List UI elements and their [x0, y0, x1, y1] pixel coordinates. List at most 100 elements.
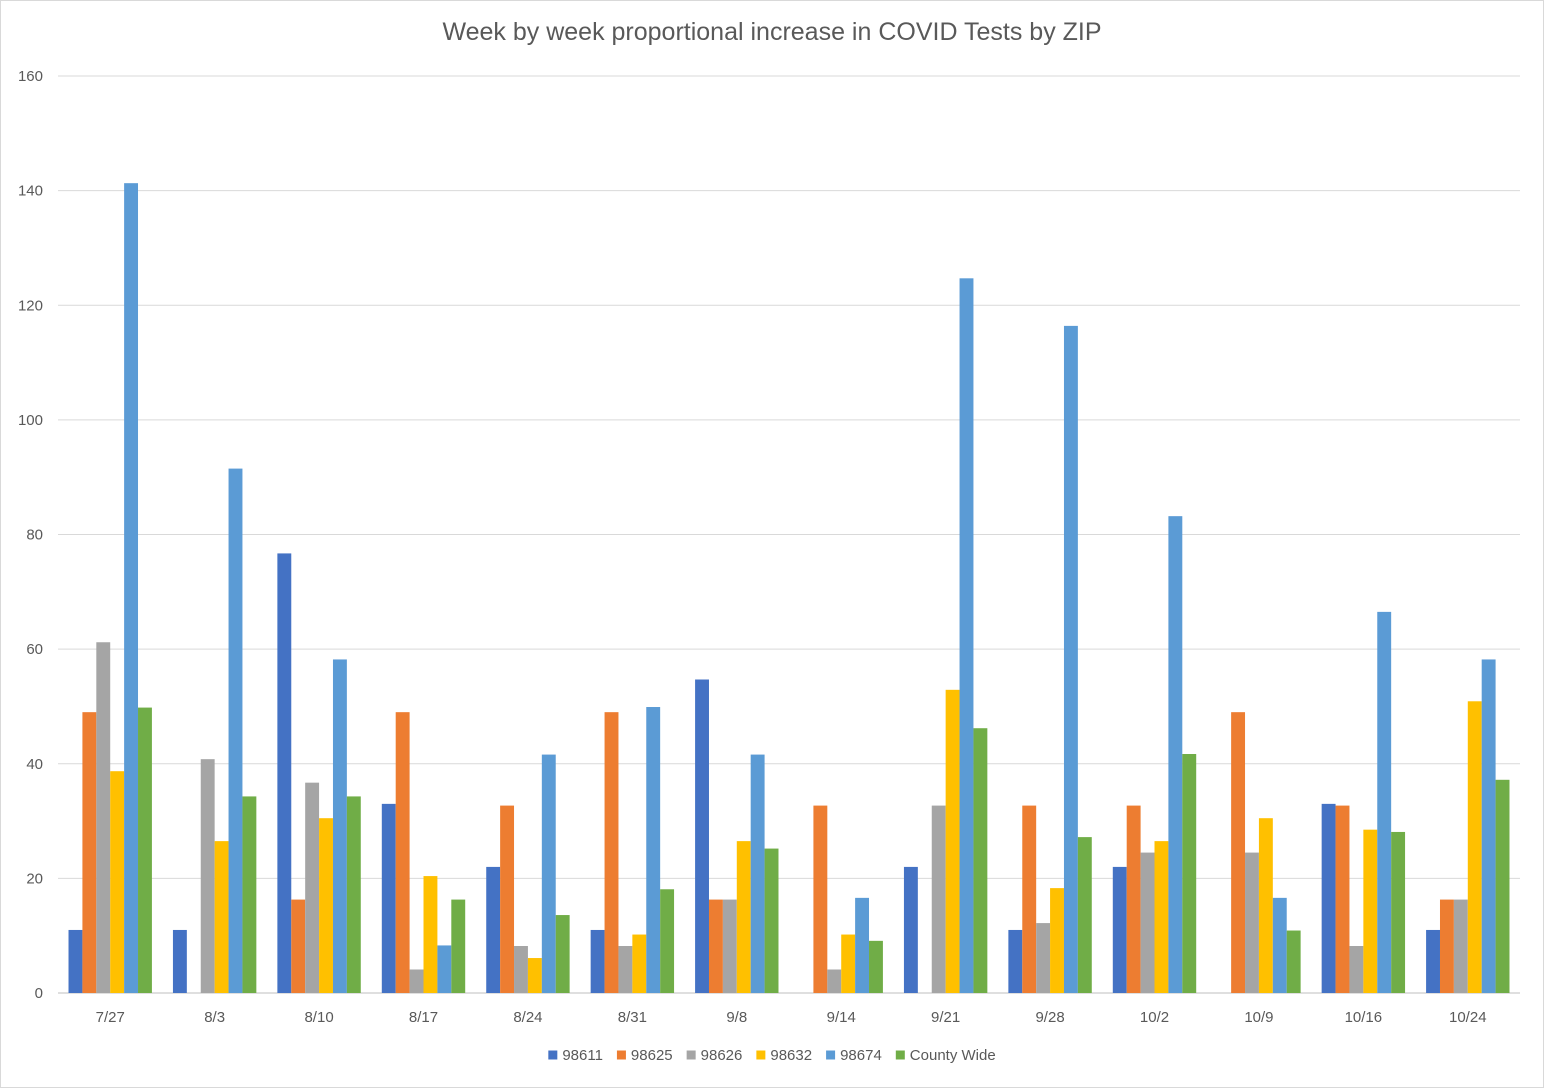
x-tick-label: 9/28 [1035, 1009, 1064, 1026]
bar-98625-9-14 [813, 805, 828, 993]
bar-98674-10-9 [1272, 897, 1287, 993]
bar-98632-7-27 [110, 771, 125, 993]
x-tick-label: 9/14 [827, 1009, 856, 1026]
bar-98625-10-24 [1439, 899, 1454, 993]
x-tick-label: 8/17 [409, 1009, 438, 1026]
x-tick-label: 8/24 [513, 1009, 542, 1026]
bar-98626-10-9 [1245, 852, 1259, 993]
bar-98674-9-14 [855, 897, 870, 993]
bar-98626-9-14 [827, 969, 842, 993]
bar-98674-9-8 [750, 754, 765, 993]
x-tick-label: 9/8 [726, 1009, 747, 1026]
bar-98625-9-28 [1022, 805, 1037, 993]
legend-swatch-98626 [686, 1050, 696, 1060]
bar-98674-8-17 [437, 945, 452, 993]
x-tick-label: 7/27 [96, 1009, 125, 1026]
bar-98632-9-14 [841, 934, 856, 993]
x-tick-label: 9/21 [931, 1009, 960, 1026]
bar-98632-8-10 [319, 818, 333, 993]
legend-label: 98674 [840, 1047, 882, 1064]
bar-98611-10-2 [1112, 866, 1127, 993]
x-tick-label: 10/24 [1449, 1009, 1487, 1026]
bar-98626-8-10 [305, 782, 320, 993]
bar-county-wide-8-31 [660, 889, 675, 993]
bar-county-wide-10-2 [1182, 754, 1197, 993]
bar-county-wide-9-21 [973, 728, 988, 993]
bar-98625-8-10 [291, 899, 306, 993]
bar-98611-8-17 [381, 803, 396, 993]
x-tick-label: 10/9 [1244, 1009, 1273, 1026]
bar-98632-10-16 [1363, 829, 1378, 993]
bar-98611-8-10 [277, 553, 292, 993]
bar-98625-10-16 [1335, 805, 1350, 993]
bar-98626-7-27 [96, 642, 111, 993]
y-tick-label: 0 [35, 985, 43, 1002]
bar-98626-10-2 [1140, 852, 1155, 993]
x-axis-tick-labels: 7/27 8/3 8/10 8/17 8/24 8/31 9/8 9/14 9/21 9/28 10… [96, 1009, 1487, 1026]
bar-county-wide-8-24 [555, 915, 570, 993]
bar-county-wide-7-27 [138, 707, 152, 993]
bar-county-wide-9-8 [764, 848, 779, 993]
bar-98632-8-24 [527, 958, 542, 993]
bar-98611-8-3 [172, 929, 187, 993]
y-tick-label: 80 [26, 527, 43, 544]
x-tick-label: 10/2 [1140, 1009, 1169, 1026]
bar-98674-8-3 [228, 468, 243, 993]
bar-county-wide-10-24 [1495, 779, 1510, 993]
bar-98674-9-21 [959, 278, 974, 993]
bar-98674-9-28 [1063, 325, 1078, 993]
bar-county-wide-10-16 [1391, 831, 1406, 993]
bar-county-wide-8-17 [451, 899, 466, 993]
bar-98674-8-31 [646, 707, 661, 993]
bar-98674-8-24 [541, 754, 556, 993]
legend-label: 98632 [770, 1047, 812, 1064]
legend-label: 98625 [631, 1047, 673, 1064]
y-tick-label: 120 [18, 297, 43, 314]
bar-98611-10-24 [1426, 929, 1440, 993]
bar-98674-10-16 [1377, 611, 1392, 993]
bar-98632-8-3 [214, 841, 229, 993]
x-tick-label: 8/10 [304, 1009, 333, 1026]
legend-swatch-98625 [616, 1050, 626, 1060]
legend-swatch-98674 [826, 1050, 836, 1060]
bar-98626-8-24 [514, 946, 528, 993]
legend: 98611 98625 98626 98632 98674 County Wide [548, 1047, 996, 1064]
bar-98625-8-17 [395, 712, 410, 993]
bar-county-wide-8-3 [242, 796, 257, 993]
y-tick-label: 100 [18, 412, 43, 429]
legend-swatch-98611 [548, 1050, 558, 1060]
bar-98626-8-31 [618, 946, 633, 993]
legend-swatch-98632 [756, 1050, 766, 1060]
bar-98632-9-8 [736, 841, 751, 993]
legend-label: 98611 [562, 1047, 603, 1064]
bar-98632-8-31 [632, 934, 647, 993]
y-tick-label: 40 [26, 756, 43, 773]
bar-98632-10-2 [1154, 841, 1169, 993]
bar-98626-9-28 [1036, 923, 1051, 993]
bar-98625-8-24 [500, 805, 515, 993]
bar-98625-9-8 [708, 899, 723, 993]
bar-98626-8-3 [200, 759, 215, 993]
bar-county-wide-9-28 [1077, 837, 1092, 993]
bar-county-wide-10-9 [1286, 930, 1301, 993]
bar-98674-7-27 [124, 183, 139, 993]
gridlines [58, 75, 1520, 879]
bar-98625-7-27 [82, 712, 97, 993]
bar-98611-9-8 [695, 679, 709, 993]
bar-98611-7-27 [68, 929, 83, 993]
x-tick-label: 8/31 [618, 1009, 647, 1026]
bar-98625-8-31 [604, 712, 619, 993]
bar-98626-10-24 [1453, 899, 1468, 993]
bar-98674-10-24 [1481, 659, 1496, 993]
bar-98611-9-28 [1008, 929, 1023, 993]
y-axis-tick-labels: 0 20 40 60 80 100 120 140 160 [18, 68, 43, 1002]
bar-county-wide-8-10 [346, 796, 361, 993]
y-tick-label: 60 [26, 641, 43, 658]
bar-98632-10-9 [1258, 818, 1273, 993]
bar-98632-9-21 [945, 689, 960, 993]
x-tick-label: 10/16 [1345, 1009, 1383, 1026]
bar-98632-10-24 [1467, 701, 1482, 993]
bar-98611-8-31 [590, 929, 605, 993]
bar-98626-9-8 [722, 899, 737, 993]
